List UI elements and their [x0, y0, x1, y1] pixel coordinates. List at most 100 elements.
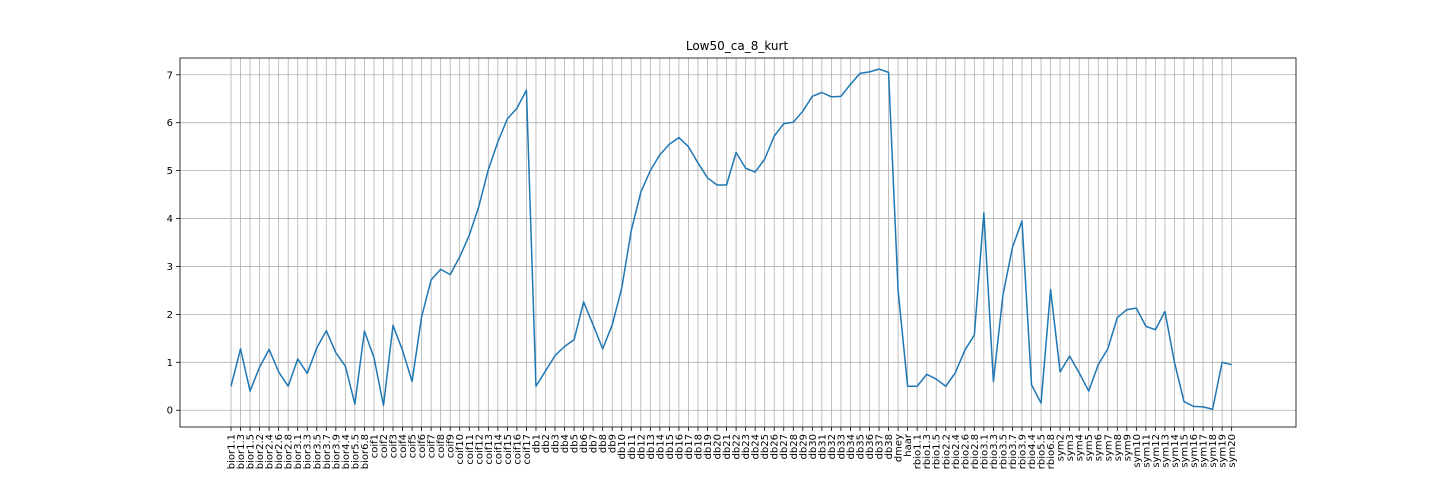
x-tick-label: db31 [817, 434, 828, 459]
x-tick-label: db15 [665, 434, 676, 459]
x-tick-label: db37 [875, 434, 886, 459]
x-tick-label: rbio3.9 [1017, 434, 1028, 469]
x-tick-label: coif16 [512, 434, 523, 465]
y-tick-label: 5 [167, 166, 173, 177]
x-tick-label: bior2.4 [265, 434, 276, 469]
series-layer [230, 68, 1232, 411]
x-tick-label: bior1.3 [236, 434, 247, 469]
x-tick-label: sym7 [1103, 434, 1114, 461]
x-tick-label: coif14 [493, 434, 504, 465]
x-tick-label: bior1.5 [246, 434, 257, 469]
x-tick-label: bior5.5 [350, 434, 361, 469]
x-tick-label: sym11 [1141, 434, 1152, 468]
x-tick-label: db35 [855, 434, 866, 459]
x-tick-label: bior3.7 [322, 434, 333, 469]
x-tick-label: sym12 [1151, 434, 1162, 468]
x-tick-label: rbio2.2 [941, 434, 952, 469]
x-tick-label: db13 [646, 434, 657, 459]
x-tick-label: db1 [531, 434, 542, 453]
x-tick-label: db12 [636, 434, 647, 459]
x-tick-label: db27 [779, 434, 790, 459]
x-tick-label: bior6.8 [360, 434, 371, 469]
plot-area-frame [179, 57, 1297, 428]
axis-ticks: bior1.1bior1.3bior1.5bior2.2bior2.4bior2… [167, 70, 1239, 469]
x-tick-label: db2 [541, 434, 552, 453]
x-tick-label: sym5 [1084, 434, 1095, 461]
x-tick-label: rbio3.3 [989, 434, 1000, 469]
x-tick-label: db5 [570, 434, 581, 453]
y-tick-label: 1 [167, 358, 173, 369]
x-tick-label: bior1.1 [227, 434, 238, 469]
x-tick-label: db23 [741, 434, 752, 459]
x-tick-label: coif8 [436, 434, 447, 458]
x-tick-label: db17 [684, 434, 695, 459]
x-tick-label: db32 [827, 434, 838, 459]
x-tick-label: db19 [703, 434, 714, 459]
x-tick-label: rbio1.3 [922, 434, 933, 469]
x-tick-label: rbio2.6 [960, 434, 971, 469]
x-tick-label: coif1 [369, 434, 380, 458]
x-tick-label: rbio3.5 [998, 434, 1009, 469]
x-tick-label: coif5 [408, 434, 419, 458]
y-tick-label: 0 [167, 406, 173, 417]
x-tick-label: db3 [551, 434, 562, 453]
x-tick-label: db29 [798, 434, 809, 459]
x-tick-label: rbio3.7 [1008, 434, 1019, 469]
x-tick-label: db25 [760, 434, 771, 459]
x-tick-label: coif15 [503, 434, 514, 465]
x-tick-label: bior3.5 [312, 434, 323, 469]
x-tick-label: sym18 [1208, 434, 1219, 468]
x-tick-label: db22 [732, 434, 743, 459]
x-tick-label: bior2.2 [255, 434, 266, 469]
x-tick-label: rbio4.4 [1027, 434, 1038, 469]
x-tick-label: sym14 [1170, 434, 1181, 468]
x-tick-label: db4 [560, 434, 571, 453]
x-tick-label: db21 [722, 434, 733, 459]
x-tick-label: coif10 [455, 434, 466, 465]
x-tick-label: coif6 [417, 434, 428, 458]
x-tick-label: bior3.1 [293, 434, 304, 469]
x-tick-label: bior3.9 [331, 434, 342, 469]
x-tick-label: rbio5.5 [1037, 434, 1048, 469]
x-tick-label: db33 [836, 434, 847, 459]
x-tick-label: sym10 [1132, 434, 1143, 468]
x-tick-label: db8 [598, 434, 609, 453]
x-tick-label: coif13 [484, 434, 495, 465]
chart-title: Low50_ca_8_kurt [686, 39, 789, 53]
x-tick-label: db34 [846, 434, 857, 459]
x-tick-label: rbio3.1 [979, 434, 990, 469]
x-tick-label: bior3.3 [303, 434, 314, 469]
x-tick-label: bior2.6 [274, 434, 285, 469]
x-tick-label: haar [903, 433, 914, 457]
x-tick-label: sym6 [1094, 434, 1105, 461]
x-tick-label: db38 [884, 434, 895, 459]
x-tick-label: bior2.8 [284, 434, 295, 469]
x-tick-label: db18 [693, 434, 704, 459]
x-tick-label: sym8 [1113, 434, 1124, 461]
x-tick-label: db36 [865, 434, 876, 459]
x-tick-label: db14 [655, 434, 666, 459]
x-tick-label: sym15 [1180, 434, 1191, 468]
x-tick-label: coif12 [474, 434, 485, 465]
x-tick-label: sym13 [1160, 434, 1171, 468]
x-tick-label: rbio2.8 [970, 434, 981, 469]
x-tick-label: sym9 [1122, 434, 1133, 461]
x-tick-label: coif3 [389, 434, 400, 458]
x-tick-label: sym16 [1189, 434, 1200, 468]
x-tick-label: coif9 [446, 434, 457, 458]
x-tick-label: db30 [808, 434, 819, 459]
y-tick-label: 6 [167, 118, 173, 129]
x-tick-label: db16 [674, 434, 685, 459]
y-tick-label: 4 [167, 214, 173, 225]
x-tick-label: db26 [770, 434, 781, 459]
x-tick-label: sym17 [1199, 434, 1210, 468]
x-tick-label: sym19 [1218, 434, 1229, 468]
x-tick-label: coif7 [427, 434, 438, 458]
x-tick-label: sym3 [1065, 434, 1076, 461]
y-tick-label: 7 [167, 70, 173, 81]
x-tick-label: db7 [589, 434, 600, 453]
x-tick-label: rbio6.8 [1046, 434, 1057, 469]
x-tick-label: db9 [608, 434, 619, 453]
x-tick-label: db28 [789, 434, 800, 459]
